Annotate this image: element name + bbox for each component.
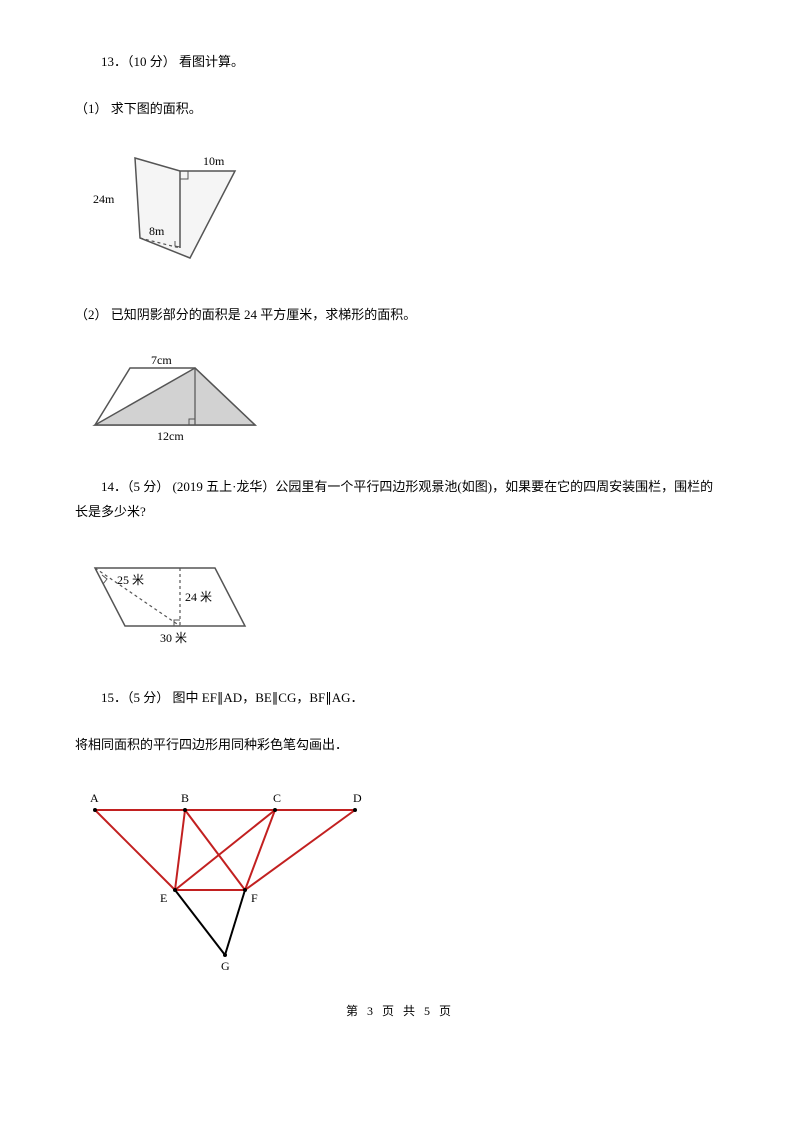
q14-header: 14．（5 分） (2019 五上·龙华）公园里有一个平行四边形观景池(如图)，… xyxy=(75,475,725,524)
q15-label-C: C xyxy=(273,791,281,805)
q13-fig1-label-8m: 8m xyxy=(149,224,165,238)
q13-fig2-label-7cm: 7cm xyxy=(151,353,172,367)
q14-label-30: 30 米 xyxy=(160,631,187,645)
q13-figure-2: 7cm 12cm xyxy=(75,350,725,449)
q15-sub: 将相同面积的平行四边形用同种彩色笔勾画出． xyxy=(75,733,725,758)
q13-fig2-label-12cm: 12cm xyxy=(157,429,184,443)
q14-label-25: 25 米 xyxy=(117,573,144,587)
q13-part2: （2） 已知阴影部分的面积是 24 平方厘米，求梯形的面积。 xyxy=(75,303,725,328)
q13-figure-1: 24m 10m 8m xyxy=(75,143,725,277)
q15-label-B: B xyxy=(181,791,189,805)
q15-label-G: G xyxy=(221,959,230,970)
page-footer: 第 3 页 共 5 页 xyxy=(75,1002,725,1019)
q15-label-E: E xyxy=(160,891,167,905)
q15-label-F: F xyxy=(251,891,258,905)
q15-figure: A B C D E F G xyxy=(75,780,725,974)
q14-figure: 25 米 24 米 30 米 xyxy=(75,546,725,660)
q13-fig1-label-24m: 24m xyxy=(93,192,115,206)
q15-header: 15．（5 分） 图中 EF∥AD，BE∥CG，BF∥AG． xyxy=(75,686,725,711)
page: 13．（10 分） 看图计算。 （1） 求下图的面积。 24m 10m 8m （… xyxy=(0,0,800,1049)
q13-header: 13．（10 分） 看图计算。 xyxy=(75,50,725,75)
q13-part1: （1） 求下图的面积。 xyxy=(75,97,725,122)
q14-label-24: 24 米 xyxy=(185,590,212,604)
q15-label-A: A xyxy=(90,791,99,805)
q13-fig1-label-10m: 10m xyxy=(203,154,225,168)
q15-label-D: D xyxy=(353,791,362,805)
